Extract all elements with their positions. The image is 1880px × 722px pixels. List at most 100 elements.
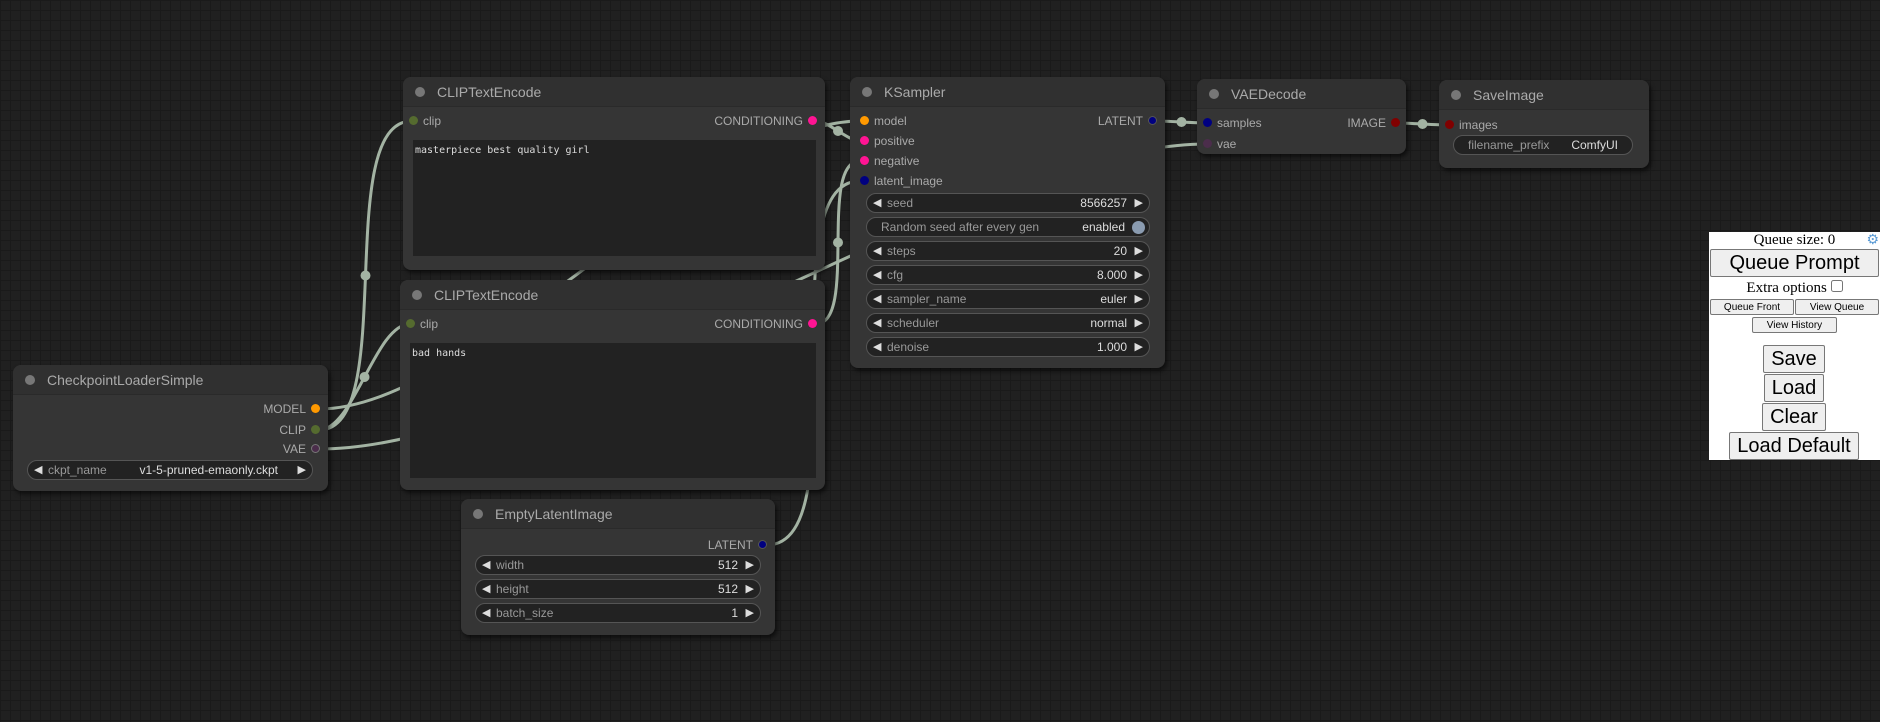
slot-dot-icon[interactable] — [1391, 118, 1400, 127]
widget-batch-size[interactable]: ◀ batch_size 1 ▶ — [475, 603, 761, 623]
output-image[interactable]: IMAGE — [1306, 113, 1400, 133]
arrow-left-icon[interactable]: ◀ — [34, 464, 43, 476]
link-image-midpoint[interactable] — [1417, 119, 1428, 129]
collapse-dot-icon[interactable] — [415, 87, 425, 97]
input-positive[interactable]: positive — [860, 131, 915, 151]
slot-dot-icon[interactable] — [311, 444, 320, 453]
node-ksampler[interactable]: KSampler model positive negative latent_… — [850, 77, 1165, 368]
widget-width[interactable]: ◀ width 512 ▶ — [475, 555, 761, 575]
slot-dot-icon[interactable] — [758, 540, 767, 549]
collapse-dot-icon[interactable] — [862, 87, 872, 97]
input-clip[interactable]: clip — [406, 314, 438, 334]
slot-dot-icon[interactable] — [311, 425, 320, 434]
collapse-dot-icon[interactable] — [1451, 90, 1461, 100]
slot-dot-icon[interactable] — [311, 404, 320, 413]
link-negative-midpoint[interactable] — [833, 237, 843, 248]
arrow-right-icon[interactable]: ▶ — [1134, 293, 1143, 305]
input-samples[interactable]: samples — [1203, 113, 1262, 133]
arrow-right-icon[interactable]: ▶ — [1134, 245, 1143, 257]
clear-button[interactable]: Clear — [1762, 403, 1826, 431]
output-latent[interactable]: LATENT — [653, 535, 767, 555]
arrow-left-icon[interactable]: ◀ — [873, 269, 882, 281]
slot-dot-icon[interactable] — [808, 116, 817, 125]
link-positive-midpoint[interactable] — [833, 126, 843, 136]
node-title[interactable]: KSampler — [850, 77, 1165, 107]
output-conditioning[interactable]: CONDITIONING — [653, 111, 817, 131]
slot-dot-icon[interactable] — [808, 319, 817, 328]
arrow-left-icon[interactable]: ◀ — [873, 293, 882, 305]
input-negative[interactable]: negative — [860, 151, 919, 171]
queue-prompt-button[interactable]: Queue Prompt — [1710, 249, 1879, 277]
input-clip[interactable]: clip — [409, 111, 441, 131]
widget-ckpt-name[interactable]: ◀ ckpt_name v1-5-pruned-emaonly.ckpt ▶ — [27, 460, 313, 480]
node-title[interactable]: CLIPTextEncode — [400, 280, 825, 310]
widget-scheduler[interactable]: ◀ scheduler normal ▶ — [866, 313, 1150, 333]
prompt-textarea[interactable]: bad hands — [410, 343, 816, 478]
widget-sampler-name[interactable]: ◀ sampler_name euler ▶ — [866, 289, 1150, 309]
save-button[interactable]: Save — [1763, 345, 1825, 373]
arrow-left-icon[interactable]: ◀ — [873, 317, 882, 329]
node-vae-decode[interactable]: VAEDecode samples vae IMAGE — [1197, 79, 1406, 154]
input-images[interactable]: images — [1445, 115, 1498, 135]
arrow-right-icon[interactable]: ▶ — [1134, 317, 1143, 329]
arrow-left-icon[interactable]: ◀ — [873, 197, 882, 209]
arrow-right-icon[interactable]: ▶ — [745, 607, 754, 619]
collapse-dot-icon[interactable] — [1209, 89, 1219, 99]
link-clip-pos-midpoint[interactable] — [360, 270, 371, 281]
slot-dot-icon[interactable] — [1203, 118, 1212, 127]
toggle-random-seed[interactable]: Random seed after every gen enabled — [866, 217, 1150, 237]
widget-filename-prefix[interactable]: filename_prefix ComfyUI — [1453, 135, 1633, 155]
node-title[interactable]: CLIPTextEncode — [403, 77, 825, 107]
arrow-right-icon[interactable]: ▶ — [1134, 341, 1143, 353]
arrow-left-icon[interactable]: ◀ — [873, 341, 882, 353]
slot-dot-icon[interactable] — [1445, 120, 1454, 129]
node-checkpoint-loader[interactable]: CheckpointLoaderSimple MODEL CLIP VAE ◀ c… — [13, 365, 328, 491]
widget-height[interactable]: ◀ height 512 ▶ — [475, 579, 761, 599]
node-save-image[interactable]: SaveImage images filename_prefix ComfyUI — [1439, 80, 1649, 168]
output-vae[interactable]: VAE — [206, 439, 320, 459]
output-conditioning[interactable]: CONDITIONING — [653, 314, 817, 334]
arrow-left-icon[interactable]: ◀ — [482, 559, 491, 571]
output-latent[interactable]: LATENT — [1043, 111, 1157, 131]
output-model[interactable]: MODEL — [206, 399, 320, 419]
collapse-dot-icon[interactable] — [473, 509, 483, 519]
node-clip-text-encode-positive[interactable]: CLIPTextEncode clip CONDITIONING masterp… — [403, 77, 825, 270]
extra-options-checkbox[interactable] — [1830, 280, 1843, 292]
slot-dot-icon[interactable] — [860, 156, 869, 165]
prompt-textarea[interactable]: masterpiece best quality girl — [413, 140, 816, 256]
node-title[interactable]: VAEDecode — [1197, 79, 1406, 109]
arrow-right-icon[interactable]: ▶ — [745, 559, 754, 571]
slot-dot-icon[interactable] — [860, 116, 869, 125]
widget-cfg[interactable]: ◀ cfg 8.000 ▶ — [866, 265, 1150, 285]
slot-dot-icon[interactable] — [409, 116, 418, 125]
arrow-right-icon[interactable]: ▶ — [745, 583, 754, 595]
input-vae[interactable]: vae — [1203, 134, 1236, 154]
output-clip[interactable]: CLIP — [206, 420, 320, 440]
arrow-left-icon[interactable]: ◀ — [482, 607, 491, 619]
node-title[interactable]: EmptyLatentImage — [461, 499, 775, 529]
node-title[interactable]: SaveImage — [1439, 80, 1649, 110]
widget-seed[interactable]: ◀ seed 8566257 ▶ — [866, 193, 1150, 213]
slot-dot-icon[interactable] — [406, 319, 415, 328]
load-button[interactable]: Load — [1764, 374, 1824, 402]
queue-front-button[interactable]: Queue Front — [1710, 299, 1794, 315]
slot-dot-icon[interactable] — [1203, 139, 1212, 148]
collapse-dot-icon[interactable] — [412, 290, 422, 300]
arrow-left-icon[interactable]: ◀ — [873, 245, 882, 257]
slot-dot-icon[interactable] — [860, 176, 869, 185]
node-clip-text-encode-negative[interactable]: CLIPTextEncode clip CONDITIONING bad han… — [400, 280, 825, 490]
view-queue-button[interactable]: View Queue — [1795, 299, 1879, 315]
arrow-right-icon[interactable]: ▶ — [1134, 197, 1143, 209]
link-samples-midpoint[interactable] — [1176, 117, 1187, 127]
load-default-button[interactable]: Load Default — [1729, 432, 1859, 460]
node-title[interactable]: CheckpointLoaderSimple — [13, 365, 328, 395]
collapse-dot-icon[interactable] — [25, 375, 35, 385]
link-clip-neg-midpoint[interactable] — [359, 372, 370, 382]
input-model[interactable]: model — [860, 111, 907, 131]
arrow-right-icon[interactable]: ▶ — [1134, 269, 1143, 281]
arrow-right-icon[interactable]: ▶ — [297, 464, 306, 476]
view-history-button[interactable]: View History — [1752, 317, 1837, 333]
arrow-left-icon[interactable]: ◀ — [482, 583, 491, 595]
widget-steps[interactable]: ◀ steps 20 ▶ — [866, 241, 1150, 261]
slot-dot-icon[interactable] — [860, 136, 869, 145]
